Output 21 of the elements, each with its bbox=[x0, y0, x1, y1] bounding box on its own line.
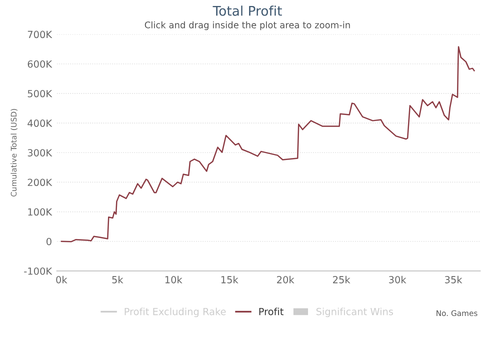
y-tick-label: 300K bbox=[28, 149, 52, 156]
y-tick-label: 400K bbox=[28, 120, 52, 127]
legend-label: Profit bbox=[259, 308, 284, 316]
y-tick-label: 200K bbox=[28, 178, 52, 186]
y-tick-label: -100K bbox=[24, 267, 52, 275]
x-tick-label: 25k bbox=[333, 276, 350, 284]
x-tick-label: 20k bbox=[277, 276, 294, 284]
x-tick-label: 10k bbox=[165, 276, 182, 284]
x-tick-label: 30k bbox=[389, 276, 406, 284]
chart-title: Total Profit bbox=[212, 6, 282, 16]
x-tick-label: 35k bbox=[445, 276, 462, 284]
y-tick-label: 500K bbox=[28, 90, 52, 98]
chart-subtitle: Click and drag inside the plot area to zoom-in bbox=[144, 21, 350, 30]
x-tick-label: 0k bbox=[56, 276, 68, 284]
y-tick-label: 0 bbox=[46, 238, 52, 246]
x-tick-label: 5k bbox=[112, 276, 124, 284]
x-tick-label: 15k bbox=[221, 276, 238, 284]
y-tick-label: 700K bbox=[28, 30, 52, 38]
line-series bbox=[60, 46, 475, 242]
y-tick-label: 600K bbox=[28, 60, 52, 68]
y-tick-label: 100K bbox=[28, 208, 52, 216]
